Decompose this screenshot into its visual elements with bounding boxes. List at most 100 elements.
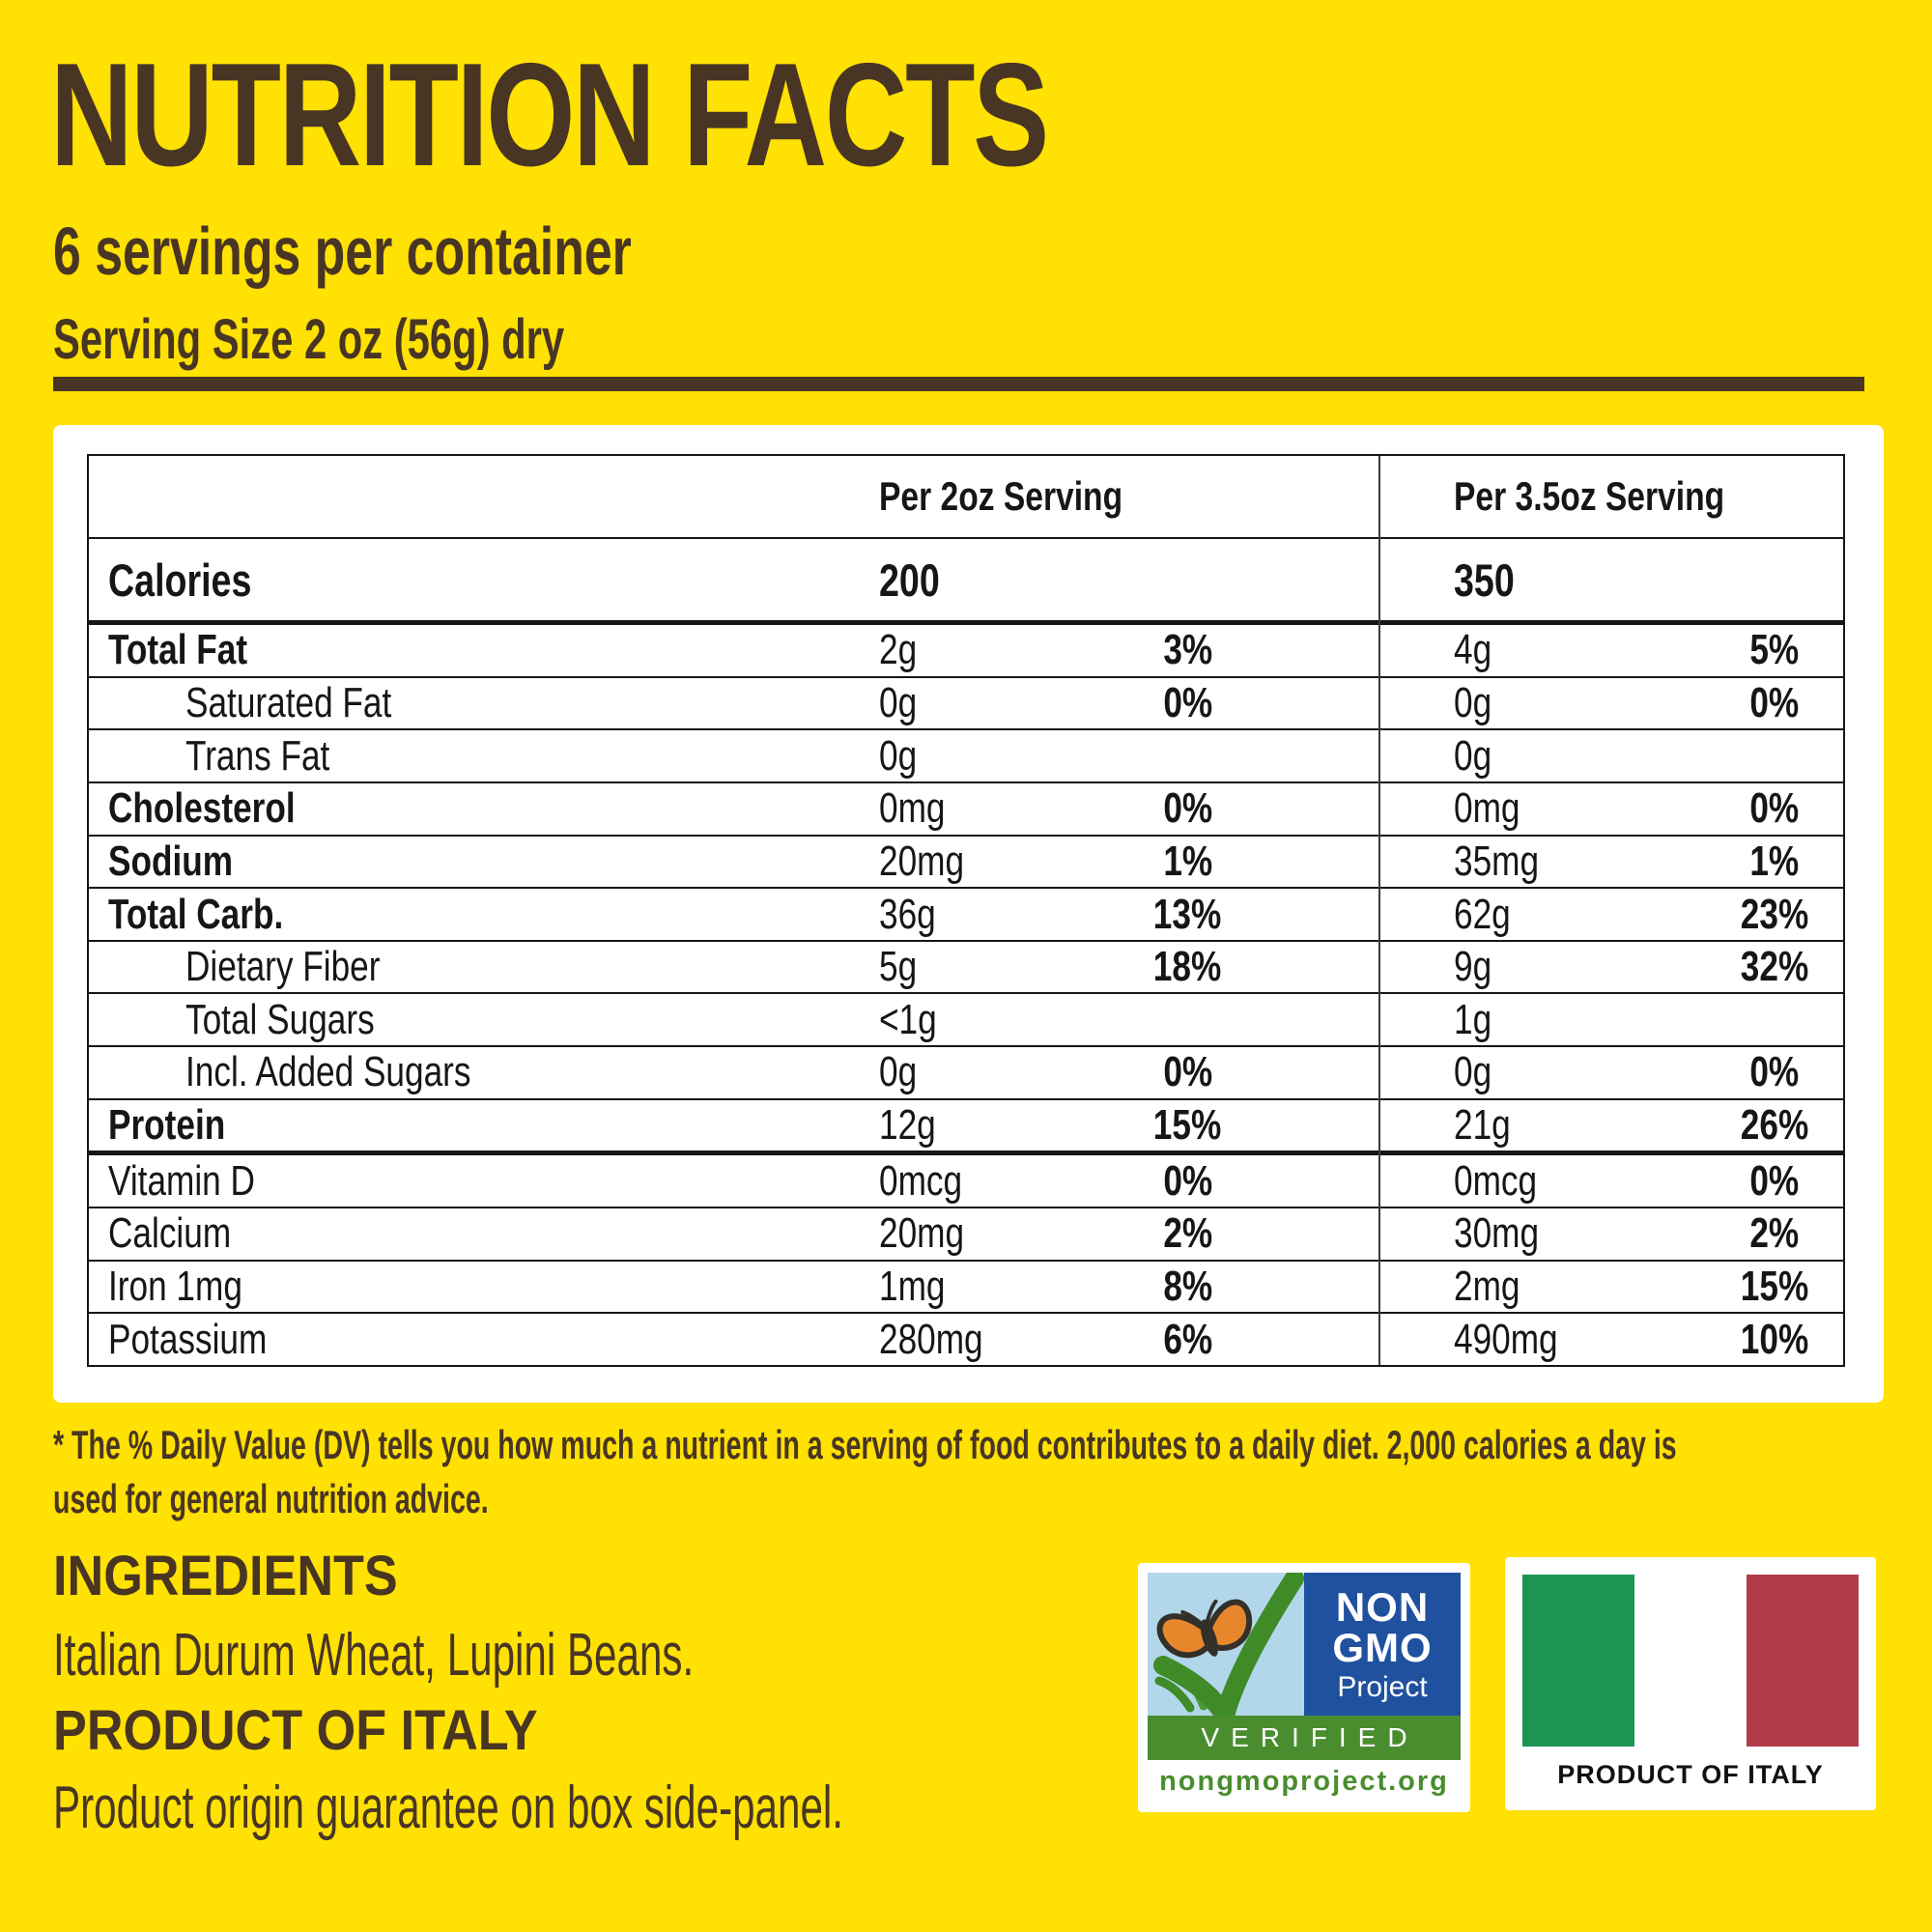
- dv-3-5oz-value: 0%: [1749, 678, 1800, 726]
- dv-2oz-value: 0%: [1163, 1156, 1212, 1205]
- amount-2oz-value: 0mg: [879, 784, 946, 833]
- gmo-url: nongmoproject.org: [1159, 1765, 1449, 1797]
- gmo-word-non: NON: [1335, 1583, 1430, 1630]
- dv-3-5oz-cell: 15%: [1702, 1263, 1847, 1311]
- servings-per-container: 6 servings per container: [53, 213, 632, 289]
- nutrient-label-cell: Calcium: [89, 1209, 871, 1258]
- amount-3-5oz-cell: 9g: [1378, 943, 1702, 991]
- nutrient-label-cell: Cholesterol: [89, 784, 871, 833]
- header-per-2oz: Per 2oz Serving: [871, 473, 1378, 520]
- amount-2oz-value: 0g: [879, 1048, 918, 1096]
- dv-3-5oz-cell: 0%: [1702, 1048, 1847, 1096]
- amount-2oz-cell: 280mg: [871, 1316, 1089, 1364]
- amount-2oz-value: 2g: [879, 626, 918, 674]
- dv-2oz-cell: 0%: [1089, 784, 1287, 833]
- amount-3-5oz-value: 0mcg: [1454, 1156, 1538, 1205]
- amount-2oz-value: 36g: [879, 890, 936, 938]
- amount-2oz-cell: <1g: [871, 996, 1089, 1044]
- dv-2oz-cell: 3%: [1089, 626, 1287, 674]
- amount-3-5oz-value: 0g: [1454, 1048, 1492, 1096]
- divider-rule: [53, 377, 1864, 391]
- dv-3-5oz-cell: 1%: [1702, 838, 1847, 886]
- dv-3-5oz-cell: 2%: [1702, 1209, 1847, 1258]
- amount-3-5oz-cell: 21g: [1378, 1101, 1702, 1150]
- dv-2oz-cell: 0%: [1089, 679, 1287, 727]
- dv-3-5oz-value: 10%: [1740, 1315, 1809, 1363]
- nutrient-label-cell: Dietary Fiber: [89, 943, 871, 991]
- table-row: Calcium 20mg 2% 30mg 2%: [89, 1207, 1843, 1260]
- nutrient-label: Saturated Fat: [185, 678, 392, 726]
- flag-white-stripe: [1634, 1575, 1747, 1747]
- amount-2oz-value: 280mg: [879, 1315, 983, 1363]
- dv-2oz-value: 0%: [1163, 784, 1212, 833]
- table-row: Calories 200 350: [89, 537, 1843, 620]
- nutrition-table: Per 2oz Serving Per 3.5oz Serving Calories…: [87, 454, 1845, 1367]
- dv-2oz-cell: 0%: [1089, 1157, 1287, 1206]
- dv-3-5oz-value: 0%: [1749, 784, 1800, 833]
- nutrient-label-cell: Saturated Fat: [89, 679, 871, 727]
- amount-2oz-value: 12g: [879, 1101, 936, 1150]
- dv-3-5oz-cell: 5%: [1702, 626, 1847, 674]
- amount-2oz-cell: 1mg: [871, 1263, 1089, 1311]
- amount-3-5oz-value: 0g: [1454, 731, 1492, 780]
- product-of-italy-heading: PRODUCT OF ITALY: [53, 1699, 538, 1762]
- nutrient-label-cell: Calories: [89, 554, 871, 607]
- dv-3-5oz-cell: 32%: [1702, 943, 1847, 991]
- dv-2oz-value: 13%: [1153, 890, 1222, 938]
- dv-2oz-cell: 15%: [1089, 1101, 1287, 1150]
- nutrient-label: Calories: [108, 554, 252, 606]
- amount-3-5oz-cell: 0g: [1378, 732, 1702, 781]
- table-row: Dietary Fiber 5g 18% 9g 32%: [89, 939, 1843, 993]
- dv-2oz-value: 0%: [1163, 678, 1212, 726]
- amount-2oz-cell: 20mg: [871, 838, 1089, 886]
- dv-3-5oz-value: 0%: [1749, 1156, 1800, 1205]
- dv-3-5oz-cell: 26%: [1702, 1101, 1847, 1150]
- nutrient-label: Potassium: [108, 1315, 268, 1363]
- header-per-2oz-label: Per 2oz Serving: [879, 473, 1123, 519]
- non-gmo-badge: NON GMO Project VERIFIED nongmoproject.o…: [1138, 1563, 1470, 1812]
- amount-3-5oz-cell: 350: [1378, 554, 1702, 607]
- ingredients-text: Italian Durum Wheat, Lupini Beans.: [53, 1622, 695, 1689]
- italy-flag-icon: [1522, 1575, 1859, 1747]
- nutrient-label-cell: Total Fat: [89, 626, 871, 674]
- dv-2oz-value: 15%: [1153, 1101, 1222, 1150]
- table-row: Total Sugars <1g 1g: [89, 992, 1843, 1045]
- table-row: Trans Fat 0g 0g: [89, 728, 1843, 781]
- dv-2oz-cell: 8%: [1089, 1263, 1287, 1311]
- nutrition-panel: Per 2oz Serving Per 3.5oz Serving Calories…: [53, 425, 1884, 1403]
- serving-size: Serving Size 2 oz (56g) dry: [53, 308, 565, 371]
- dv-3-5oz-value: 26%: [1740, 1101, 1809, 1150]
- butterfly-checkmark-svg: [1153, 1573, 1304, 1716]
- dv-2oz-value: 0%: [1163, 1048, 1212, 1096]
- table-row: Total Carb. 36g 13% 62g 23%: [89, 887, 1843, 940]
- amount-3-5oz-value: 490mg: [1454, 1315, 1558, 1363]
- butterfly-checkmark-icon: [1148, 1573, 1304, 1716]
- ingredients-heading: INGREDIENTS: [53, 1545, 398, 1607]
- nutrient-label: Vitamin D: [108, 1156, 255, 1205]
- nutrient-label: Total Sugars: [185, 995, 375, 1043]
- amount-2oz-cell: 2g: [871, 626, 1089, 674]
- amount-2oz-cell: 0g: [871, 732, 1089, 781]
- table-row: Iron 1mg 1mg 8% 2mg 15%: [89, 1259, 1843, 1313]
- nutrient-label-cell: Vitamin D: [89, 1157, 871, 1206]
- nutrient-label: Total Carb.: [108, 890, 284, 938]
- page-title: NUTRITION FACTS: [50, 33, 1049, 197]
- table-row: Cholesterol 0mg 0% 0mg 0%: [89, 781, 1843, 835]
- dv-2oz-value: 8%: [1163, 1263, 1212, 1310]
- amount-2oz-cell: 12g: [871, 1101, 1089, 1150]
- amount-2oz-value: 0g: [879, 731, 918, 780]
- amount-3-5oz-value: 2mg: [1454, 1263, 1520, 1310]
- amount-2oz-cell: 36g: [871, 891, 1089, 939]
- nutrient-label: Sodium: [108, 837, 234, 885]
- column-divider: [1378, 456, 1380, 1365]
- dv-2oz-cell: 1%: [1089, 838, 1287, 886]
- amount-3-5oz-value: 35mg: [1454, 837, 1540, 885]
- nutrient-label-cell: Trans Fat: [89, 732, 871, 781]
- dv-2oz-cell: 6%: [1089, 1316, 1287, 1364]
- amount-2oz-value: <1g: [879, 995, 937, 1043]
- amount-2oz-cell: 0g: [871, 679, 1089, 727]
- italy-badge-caption: PRODUCT OF ITALY: [1557, 1760, 1824, 1789]
- dv-2oz-value: 2%: [1163, 1209, 1212, 1258]
- dv-2oz-value: 18%: [1153, 943, 1222, 991]
